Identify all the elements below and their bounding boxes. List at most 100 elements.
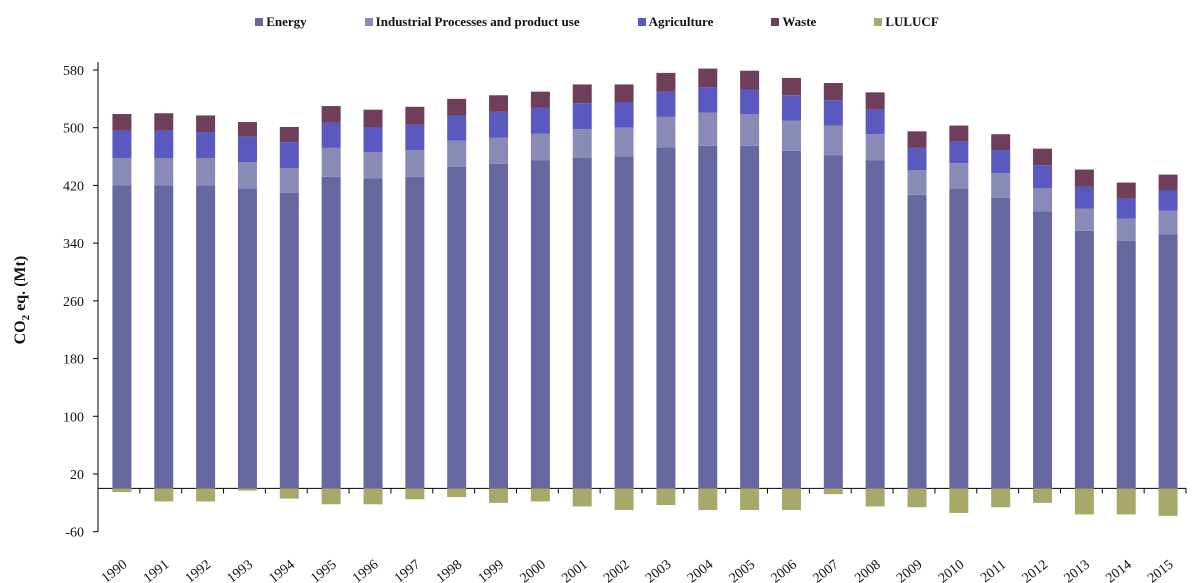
x-tick-label: 2013 (1062, 557, 1093, 583)
bar-waste (823, 82, 843, 101)
legend-item-energy[interactable]: Energy (255, 14, 307, 30)
bar-waste (447, 98, 467, 116)
bar-energy (740, 145, 760, 489)
bar-energy (823, 155, 843, 489)
x-tick-label: 2014 (1103, 557, 1134, 583)
bar-energy (489, 163, 509, 489)
bar-energy (405, 176, 425, 489)
bar-waste (405, 106, 425, 125)
bar-industrial (237, 162, 257, 189)
bar-industrial (614, 127, 634, 157)
x-tick-label: 2006 (769, 557, 800, 583)
bar-lulucf (1033, 488, 1053, 503)
x-tick-label: 2005 (727, 557, 758, 583)
bar-waste (740, 70, 760, 90)
x-tick-label: 2002 (601, 557, 632, 583)
legend-swatch-waste (771, 18, 780, 26)
x-tick-label: 1999 (476, 557, 507, 583)
bar-energy (907, 194, 927, 489)
bar-waste (196, 115, 216, 133)
bar-industrial (991, 173, 1011, 198)
bar-agriculture (363, 126, 383, 153)
x-tick-label: 1994 (266, 557, 297, 583)
legend-swatch-industrial (364, 18, 373, 26)
bar-energy (237, 188, 257, 489)
bar-industrial (949, 163, 969, 190)
x-tick-label: 2015 (1145, 557, 1176, 583)
bar-waste (656, 72, 676, 92)
x-tick-label: 2008 (852, 557, 883, 583)
x-tick-label: 1998 (434, 557, 465, 583)
bar-agriculture (1158, 190, 1178, 211)
x-tick-label: 2012 (1020, 557, 1051, 583)
bar-energy (112, 185, 132, 489)
bar-agriculture (1116, 198, 1136, 219)
legend: Energy Industrial Processes and product … (0, 14, 1194, 30)
bar-waste (154, 113, 174, 131)
bar-lulucf (949, 488, 969, 513)
legend-item-agriculture[interactable]: Agriculture (637, 14, 713, 30)
bar-agriculture (656, 91, 676, 117)
bar-lulucf (865, 488, 885, 507)
x-tick-label: 2009 (894, 557, 925, 583)
bar-industrial (154, 158, 174, 186)
bar-industrial (907, 170, 927, 195)
x-tick-label: 2000 (518, 557, 549, 583)
bar-industrial (279, 168, 299, 193)
bar-industrial (572, 129, 592, 159)
y-tick-label: 580 (63, 64, 84, 79)
bar-lulucf (321, 488, 341, 505)
legend-item-waste[interactable]: Waste (771, 14, 816, 30)
bar-agriculture (196, 132, 216, 159)
bar-energy (1116, 240, 1136, 489)
y-tick-label: 100 (63, 410, 84, 425)
bar-energy (447, 166, 467, 489)
bar-industrial (321, 147, 341, 177)
bar-lulucf (823, 488, 843, 495)
bar-agriculture (614, 102, 634, 128)
bar-energy (530, 160, 550, 489)
bar-industrial (405, 150, 425, 177)
bar-agriculture (572, 103, 592, 130)
x-tick-label: 1993 (225, 557, 256, 583)
bar-industrial (781, 120, 801, 151)
bar-agriculture (112, 130, 132, 159)
legend-item-industrial[interactable]: Industrial Processes and product use (364, 14, 580, 30)
bar-agriculture (1074, 186, 1094, 209)
bar-industrial (740, 114, 760, 146)
y-tick-label: 500 (63, 122, 84, 137)
bar-lulucf (196, 488, 216, 502)
legend-item-lulucf[interactable]: LULUCF (874, 14, 939, 30)
bar-lulucf (572, 488, 592, 507)
bar-lulucf (1158, 488, 1178, 516)
bar-agriculture (447, 115, 467, 141)
x-tick-label: 1996 (350, 557, 381, 583)
y-tick-label: 420 (63, 179, 84, 194)
bar-lulucf (698, 488, 718, 511)
bar-energy (656, 147, 676, 489)
y-tick-label: 260 (63, 295, 84, 310)
bar-agriculture (405, 124, 425, 151)
bar-agriculture (279, 142, 299, 169)
bar-waste (614, 84, 634, 103)
bar-waste (698, 68, 718, 88)
bar-energy (154, 185, 174, 489)
bar-energy (196, 185, 216, 489)
bar-waste (363, 109, 383, 127)
legend-swatch-lulucf (874, 18, 883, 26)
bar-lulucf (447, 488, 467, 498)
bar-lulucf (112, 488, 132, 493)
x-tick-label: 1995 (308, 557, 339, 583)
bar-energy (949, 189, 969, 489)
bar-agriculture (237, 136, 257, 163)
legend-swatch-agriculture (637, 18, 646, 26)
bar-agriculture (489, 111, 509, 138)
bar-lulucf (279, 488, 299, 499)
bar-industrial (1033, 188, 1053, 212)
bar-energy (865, 160, 885, 489)
bar-lulucf (614, 488, 634, 511)
bar-waste (1033, 148, 1053, 166)
bar-industrial (447, 140, 467, 167)
x-tick-label: 2007 (810, 557, 841, 583)
bar-agriculture (154, 130, 174, 159)
